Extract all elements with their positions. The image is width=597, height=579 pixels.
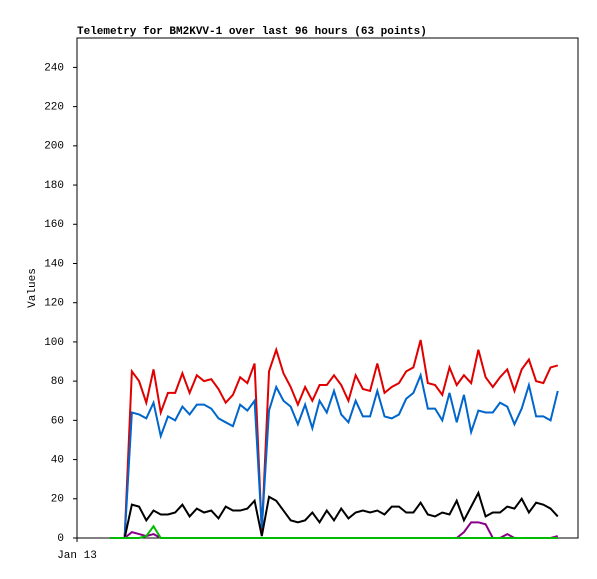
- y-tick-label: 140: [44, 258, 64, 270]
- x-tick-label: Jan 13: [57, 550, 97, 562]
- series-line: [110, 521, 559, 539]
- plot-frame: [76, 37, 579, 539]
- series-line: [110, 490, 559, 539]
- y-tick-label: 180: [44, 180, 64, 192]
- y-tick-label: 240: [44, 62, 64, 74]
- y-axis-label: Values: [27, 268, 39, 308]
- y-tick-label: 20: [51, 494, 64, 506]
- y-tick-label: 60: [51, 415, 64, 427]
- y-tick-label: 80: [51, 376, 64, 388]
- series-line: [110, 339, 559, 539]
- series-line: [110, 371, 559, 539]
- y-tick-label: 160: [44, 219, 64, 231]
- y-tick-label: 120: [44, 298, 64, 310]
- series-line: [110, 524, 558, 539]
- y-tick-label: 0: [57, 533, 64, 545]
- y-tick-label: 220: [44, 102, 64, 114]
- y-tick-label: 100: [44, 337, 64, 349]
- y-tick-label: 40: [51, 454, 64, 466]
- chart-title: Telemetry for BM2KVV-1 over last 96 hour…: [77, 26, 427, 38]
- y-tick-label: 200: [44, 141, 64, 153]
